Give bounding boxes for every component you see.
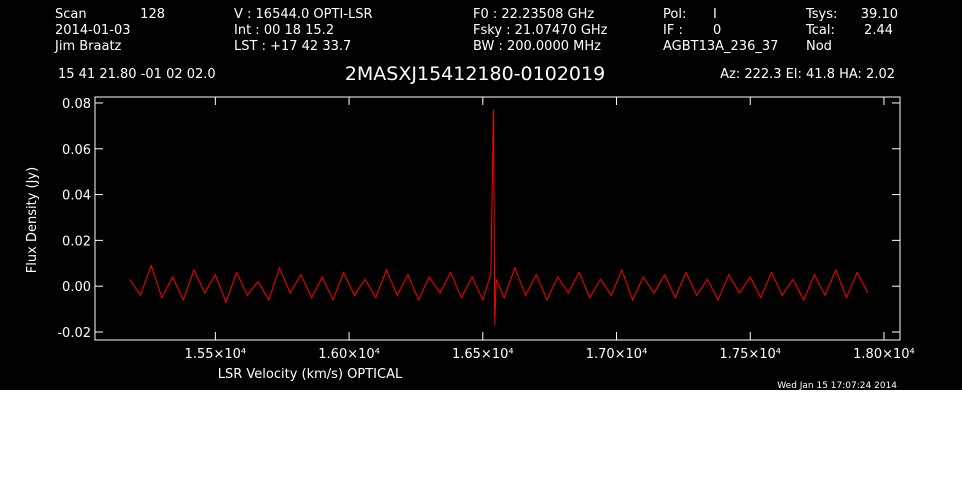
y-tick-label: 0.04 <box>62 189 91 204</box>
annotation: LST : +17 42 33.7 <box>234 39 351 54</box>
y-tick-label: -0.02 <box>57 326 91 341</box>
annotation: Int : 00 18 15.2 <box>234 23 334 38</box>
annotation: Wed Jan 15 17:07:24 2014 <box>777 381 897 391</box>
annotation: 2014-01-03 <box>55 23 131 38</box>
spectrum-line <box>129 109 869 326</box>
x-axis-label: LSR Velocity (km/s) OPTICAL <box>218 367 403 382</box>
annotation: Pol: <box>663 7 686 22</box>
x-tick-label: 1.55×10⁴ <box>185 347 247 362</box>
y-tick-label: 0.00 <box>62 280 91 295</box>
annotation: Tsys: <box>805 7 837 22</box>
annotation: BW : 200.0000 MHz <box>473 39 601 54</box>
annotation: F0 : 22.23508 GHz <box>473 7 594 22</box>
x-tick-label: 1.60×10⁴ <box>318 347 380 362</box>
annotation: IF : <box>663 23 683 38</box>
y-tick-label: 0.06 <box>62 143 91 158</box>
x-tick-label: 1.70×10⁴ <box>586 347 648 362</box>
y-axis-label: Flux Density (Jy) <box>25 167 40 273</box>
annotation: 0 <box>713 23 721 38</box>
x-tick-label: 1.75×10⁴ <box>719 347 781 362</box>
annotation: Scan <box>55 7 87 22</box>
annotation: Fsky : 21.07470 GHz <box>473 23 608 38</box>
annotation: 128 <box>140 7 165 22</box>
annotation: I <box>713 7 717 22</box>
annotation: Az: 222.3 El: 41.8 HA: 2.02 <box>720 67 895 82</box>
plot-frame <box>94 96 901 341</box>
y-tick-label: 0.08 <box>62 97 91 112</box>
chart-title: 2MASXJ15412180-0102019 <box>345 63 605 85</box>
annotation: 15 41 21.80 -01 02 02.0 <box>58 67 216 82</box>
annotation: Nod <box>806 39 832 54</box>
background <box>0 0 962 390</box>
x-tick-label: 1.65×10⁴ <box>452 347 514 362</box>
y-tick-label: 0.02 <box>62 234 91 249</box>
annotation: V : 16544.0 OPTI-LSR <box>234 7 373 22</box>
annotation: 2.44 <box>864 23 893 38</box>
annotation: AGBT13A_236_37 <box>663 39 778 54</box>
annotation: Jim Braatz <box>54 39 122 54</box>
annotation: 39.10 <box>861 7 898 22</box>
x-tick-label: 1.80×10⁴ <box>853 347 915 362</box>
annotation: Tcal: <box>805 23 835 38</box>
